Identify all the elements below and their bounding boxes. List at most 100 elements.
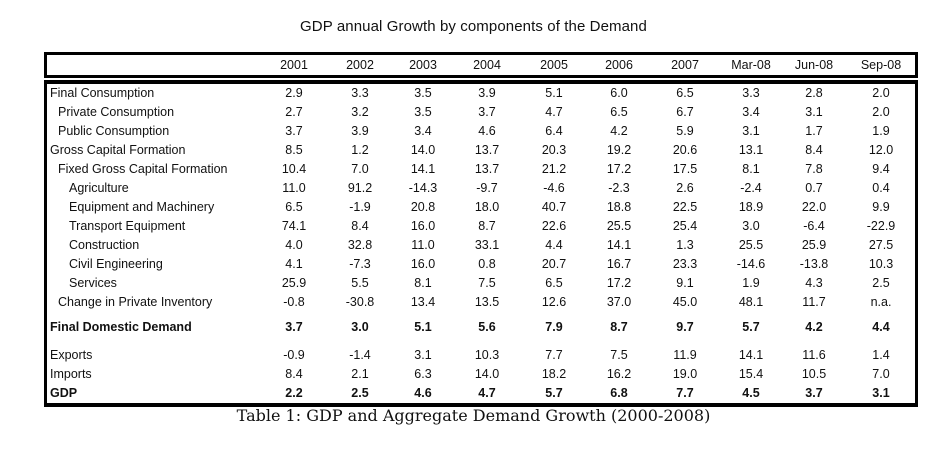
- column-header: Sep-08: [860, 58, 902, 72]
- table-cell: 0.7: [805, 181, 823, 195]
- table-cell: -1.4: [349, 348, 371, 362]
- table-cell: 8.4: [351, 219, 369, 233]
- table-cell: 9.1: [676, 276, 694, 290]
- table-cell: 2.0: [872, 105, 890, 119]
- table-cell: n.a.: [870, 295, 892, 309]
- table-cell: 11.7: [802, 295, 826, 309]
- table-row: Fixed Gross Capital Formation 10.4 7.0 14.1…: [47, 160, 915, 179]
- table-cell: -22.9: [866, 219, 896, 233]
- row-label: Public Consumption: [58, 124, 170, 138]
- table-cell: 4.4: [545, 238, 563, 252]
- table-cell: 20.7: [541, 257, 567, 271]
- table-cell: 45.0: [672, 295, 698, 309]
- table-cell: 4.4: [872, 320, 890, 334]
- table-cell: 3.1: [805, 105, 823, 119]
- table-cell: 17.2: [606, 276, 632, 290]
- table-cell: -6.4: [803, 219, 825, 233]
- table-cell: 18.8: [606, 200, 632, 214]
- column-header: Jun-08: [794, 58, 834, 72]
- table-cell: 3.7: [285, 124, 303, 138]
- row-label: Private Consumption: [58, 105, 175, 119]
- table-cell: 40.7: [541, 200, 567, 214]
- column-header: 2003: [409, 58, 437, 72]
- table-row: Agriculture 11.0 91.2 -14.3 -9.7 -4.6 -2.3 2.6 -…: [47, 179, 915, 198]
- row-label: Change in Private Inventory: [58, 295, 213, 309]
- table-cell: 4.2: [805, 320, 823, 334]
- table-row: Equipment and Machinery 6.5 -1.9 20.8 18.0 40…: [47, 198, 915, 217]
- table-cell: 3.7: [478, 105, 496, 119]
- table-cell: 22.5: [672, 200, 698, 214]
- table-cell: 5.7: [742, 320, 760, 334]
- table-cell: 1.9: [872, 124, 890, 138]
- table-row: Final Domestic Demand 3.7 3.0 5.1 5.6 7.9 8.7 9…: [47, 318, 915, 337]
- table-cell: 20.6: [672, 143, 698, 157]
- table-cell: -2.3: [608, 181, 630, 195]
- table-cell: 25.4: [672, 219, 698, 233]
- table-cell: 14.1: [606, 238, 632, 252]
- column-header: 2004: [473, 58, 501, 72]
- table-cell: 9.7: [676, 320, 694, 334]
- table-cell: 1.4: [872, 348, 890, 362]
- table-cell: 5.7: [545, 386, 563, 400]
- table-cell: 6.5: [285, 200, 303, 214]
- table-cell: 11.0: [411, 238, 435, 252]
- table-cell: 10.3: [474, 348, 500, 362]
- table-cell: 8.7: [610, 320, 628, 334]
- table-cell: 2.5: [351, 386, 369, 400]
- table-cell: 8.1: [414, 276, 432, 290]
- table-cell: -13.8: [799, 257, 829, 271]
- table-row: Construction 4.0 32.8 11.0 33.1 4.4 14.1 1.3 25.…: [47, 236, 915, 255]
- table-cell: 12.6: [541, 295, 567, 309]
- table-cell: 4.7: [478, 386, 496, 400]
- table-cell: 91.2: [347, 181, 373, 195]
- table-cell: 4.6: [478, 124, 496, 138]
- table-cell: 8.5: [285, 143, 303, 157]
- table-row: Transport Equipment 74.1 8.4 16.0 8.7 22.6 25.…: [47, 217, 915, 236]
- table-cell: 7.5: [478, 276, 496, 290]
- table-cell: -0.9: [283, 348, 305, 362]
- table-cell: 48.1: [738, 295, 764, 309]
- table-cell: -1.9: [349, 200, 371, 214]
- table-cell: 7.7: [676, 386, 694, 400]
- table-cell: 3.5: [414, 105, 432, 119]
- table-cell: -0.8: [283, 295, 305, 309]
- table-cell: 3.1: [742, 124, 760, 138]
- table-cell: 3.9: [478, 86, 496, 100]
- table-cell: 2.0: [872, 86, 890, 100]
- table-cell: 14.0: [474, 367, 500, 381]
- table-row: Private Consumption 2.7 3.2 3.5 3.7 4.7 6.5 6.7…: [47, 103, 915, 122]
- table-cell: 13.7: [474, 162, 500, 176]
- table-cell: 4.6: [414, 386, 432, 400]
- table-cell: 8.7: [478, 219, 496, 233]
- row-label: Services: [69, 276, 117, 290]
- column-header: 2005: [540, 58, 568, 72]
- table-cell: 9.4: [872, 162, 890, 176]
- table-cell: 13.7: [474, 143, 500, 157]
- table-cell: 25.9: [281, 276, 307, 290]
- row-label: Final Consumption: [50, 86, 155, 100]
- table-cell: 18.2: [541, 367, 567, 381]
- table-cell: 2.5: [872, 276, 890, 290]
- table-cell: 1.2: [351, 143, 369, 157]
- table-cell: 25.9: [801, 238, 827, 252]
- row-label: Construction: [69, 238, 140, 252]
- table-cell: 18.0: [474, 200, 500, 214]
- table-cell: 32.8: [347, 238, 373, 252]
- row-label: Imports: [50, 367, 92, 381]
- table-cell: 5.5: [351, 276, 369, 290]
- table-cell: 25.5: [606, 219, 632, 233]
- table-cell: 4.1: [285, 257, 303, 271]
- table-cell: 7.5: [610, 348, 628, 362]
- table-cell: 20.3: [541, 143, 567, 157]
- table-cell: 1.9: [742, 276, 760, 290]
- table-body: Final Consumption 2.9 3.3 3.5 3.9 5.1 6.0 6.5 3.…: [44, 80, 918, 407]
- table-cell: 3.1: [872, 386, 890, 400]
- table-cell: 74.1: [281, 219, 307, 233]
- column-header: 2007: [671, 58, 699, 72]
- table-cell: 1.7: [805, 124, 823, 138]
- table-cell: 6.3: [414, 367, 432, 381]
- row-label: Transport Equipment: [69, 219, 186, 233]
- table-cell: 6.5: [676, 86, 694, 100]
- table-cell: 3.4: [742, 105, 760, 119]
- table-cell: 6.0: [610, 86, 628, 100]
